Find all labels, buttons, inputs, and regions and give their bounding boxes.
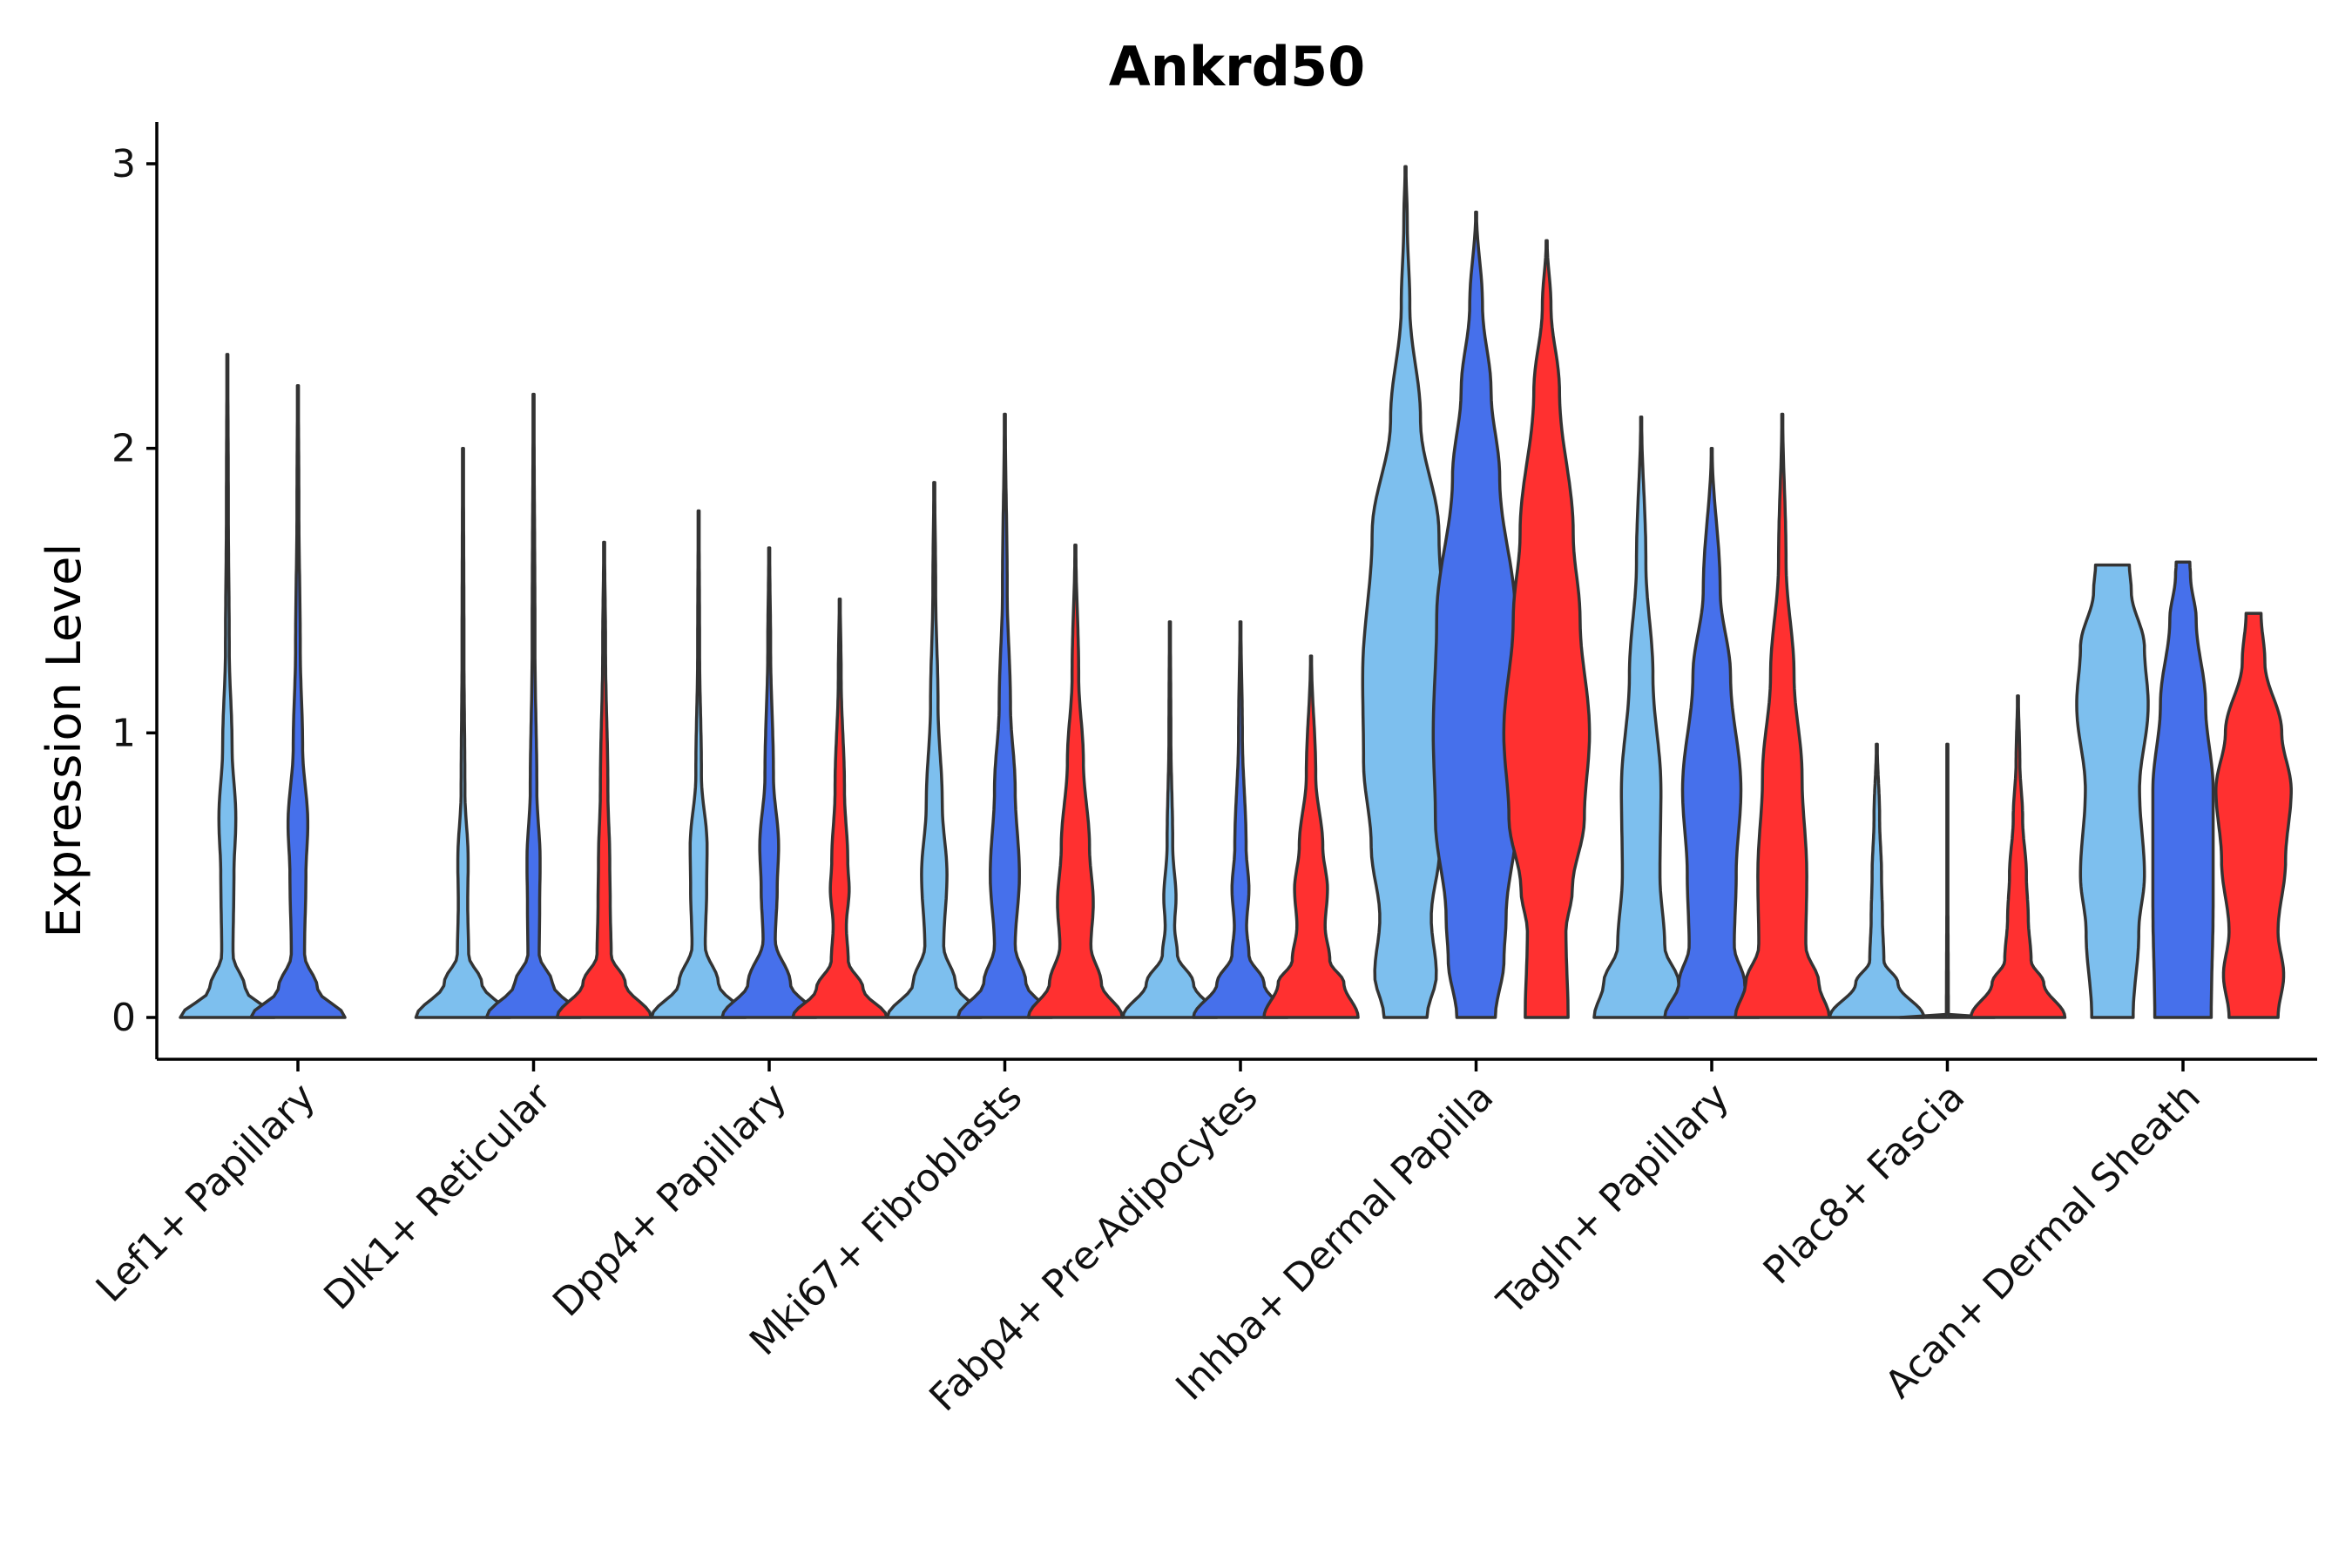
violin-group1 xyxy=(2075,563,2150,1019)
x-category-label: Lef1+ Papillary xyxy=(88,1075,324,1311)
violin-group1 xyxy=(1361,165,1450,1019)
y-tick-label: 2 xyxy=(112,427,136,471)
violin-group3 xyxy=(1262,654,1360,1019)
violin-group3 xyxy=(791,598,889,1019)
x-category-label: Mki67+ Fibroblasts xyxy=(741,1075,1031,1364)
y-tick-label: 1 xyxy=(112,711,136,755)
y-tick-label: 0 xyxy=(112,996,136,1040)
violin-group3 xyxy=(1502,239,1592,1019)
violin-group2 xyxy=(1192,620,1289,1019)
violin-group2 xyxy=(1898,742,1997,1019)
x-category-label: Plac8+ Fascia xyxy=(1755,1075,1974,1294)
violin-group1 xyxy=(414,446,512,1019)
violin-group3 xyxy=(1734,412,1831,1019)
y-axis-ticks: 0 1 2 3 xyxy=(112,142,157,1040)
x-category-label: Tagln+ Papillary xyxy=(1489,1075,1738,1324)
violin-group3 xyxy=(1026,543,1125,1019)
violin-group1 xyxy=(885,481,983,1019)
violin-group1 xyxy=(179,353,276,1019)
chart-title: Ankrd50 xyxy=(1109,35,1366,98)
violin-group2 xyxy=(2151,560,2215,1019)
y-tick-label: 3 xyxy=(112,142,136,186)
violin-group3 xyxy=(1969,694,2067,1019)
violin-group3 xyxy=(2214,612,2293,1019)
violin-group1 xyxy=(1828,742,1926,1019)
violin-group2 xyxy=(720,546,818,1019)
y-axis-label: Expression Level xyxy=(37,544,91,938)
violin-group2 xyxy=(249,384,347,1019)
x-category-label: Dlk1+ Reticular xyxy=(315,1074,560,1319)
violin-layer xyxy=(179,165,2293,1019)
violin-group2 xyxy=(1431,210,1521,1019)
violin-group1 xyxy=(1592,415,1690,1019)
violin-group1 xyxy=(650,509,747,1019)
violin-group1 xyxy=(1121,620,1219,1019)
x-category-label: Dpp4+ Papillary xyxy=(544,1075,795,1326)
violin-group2 xyxy=(484,392,583,1019)
violin-group2 xyxy=(956,412,1054,1019)
violin-group2 xyxy=(1663,446,1761,1019)
violin-group3 xyxy=(555,540,653,1019)
